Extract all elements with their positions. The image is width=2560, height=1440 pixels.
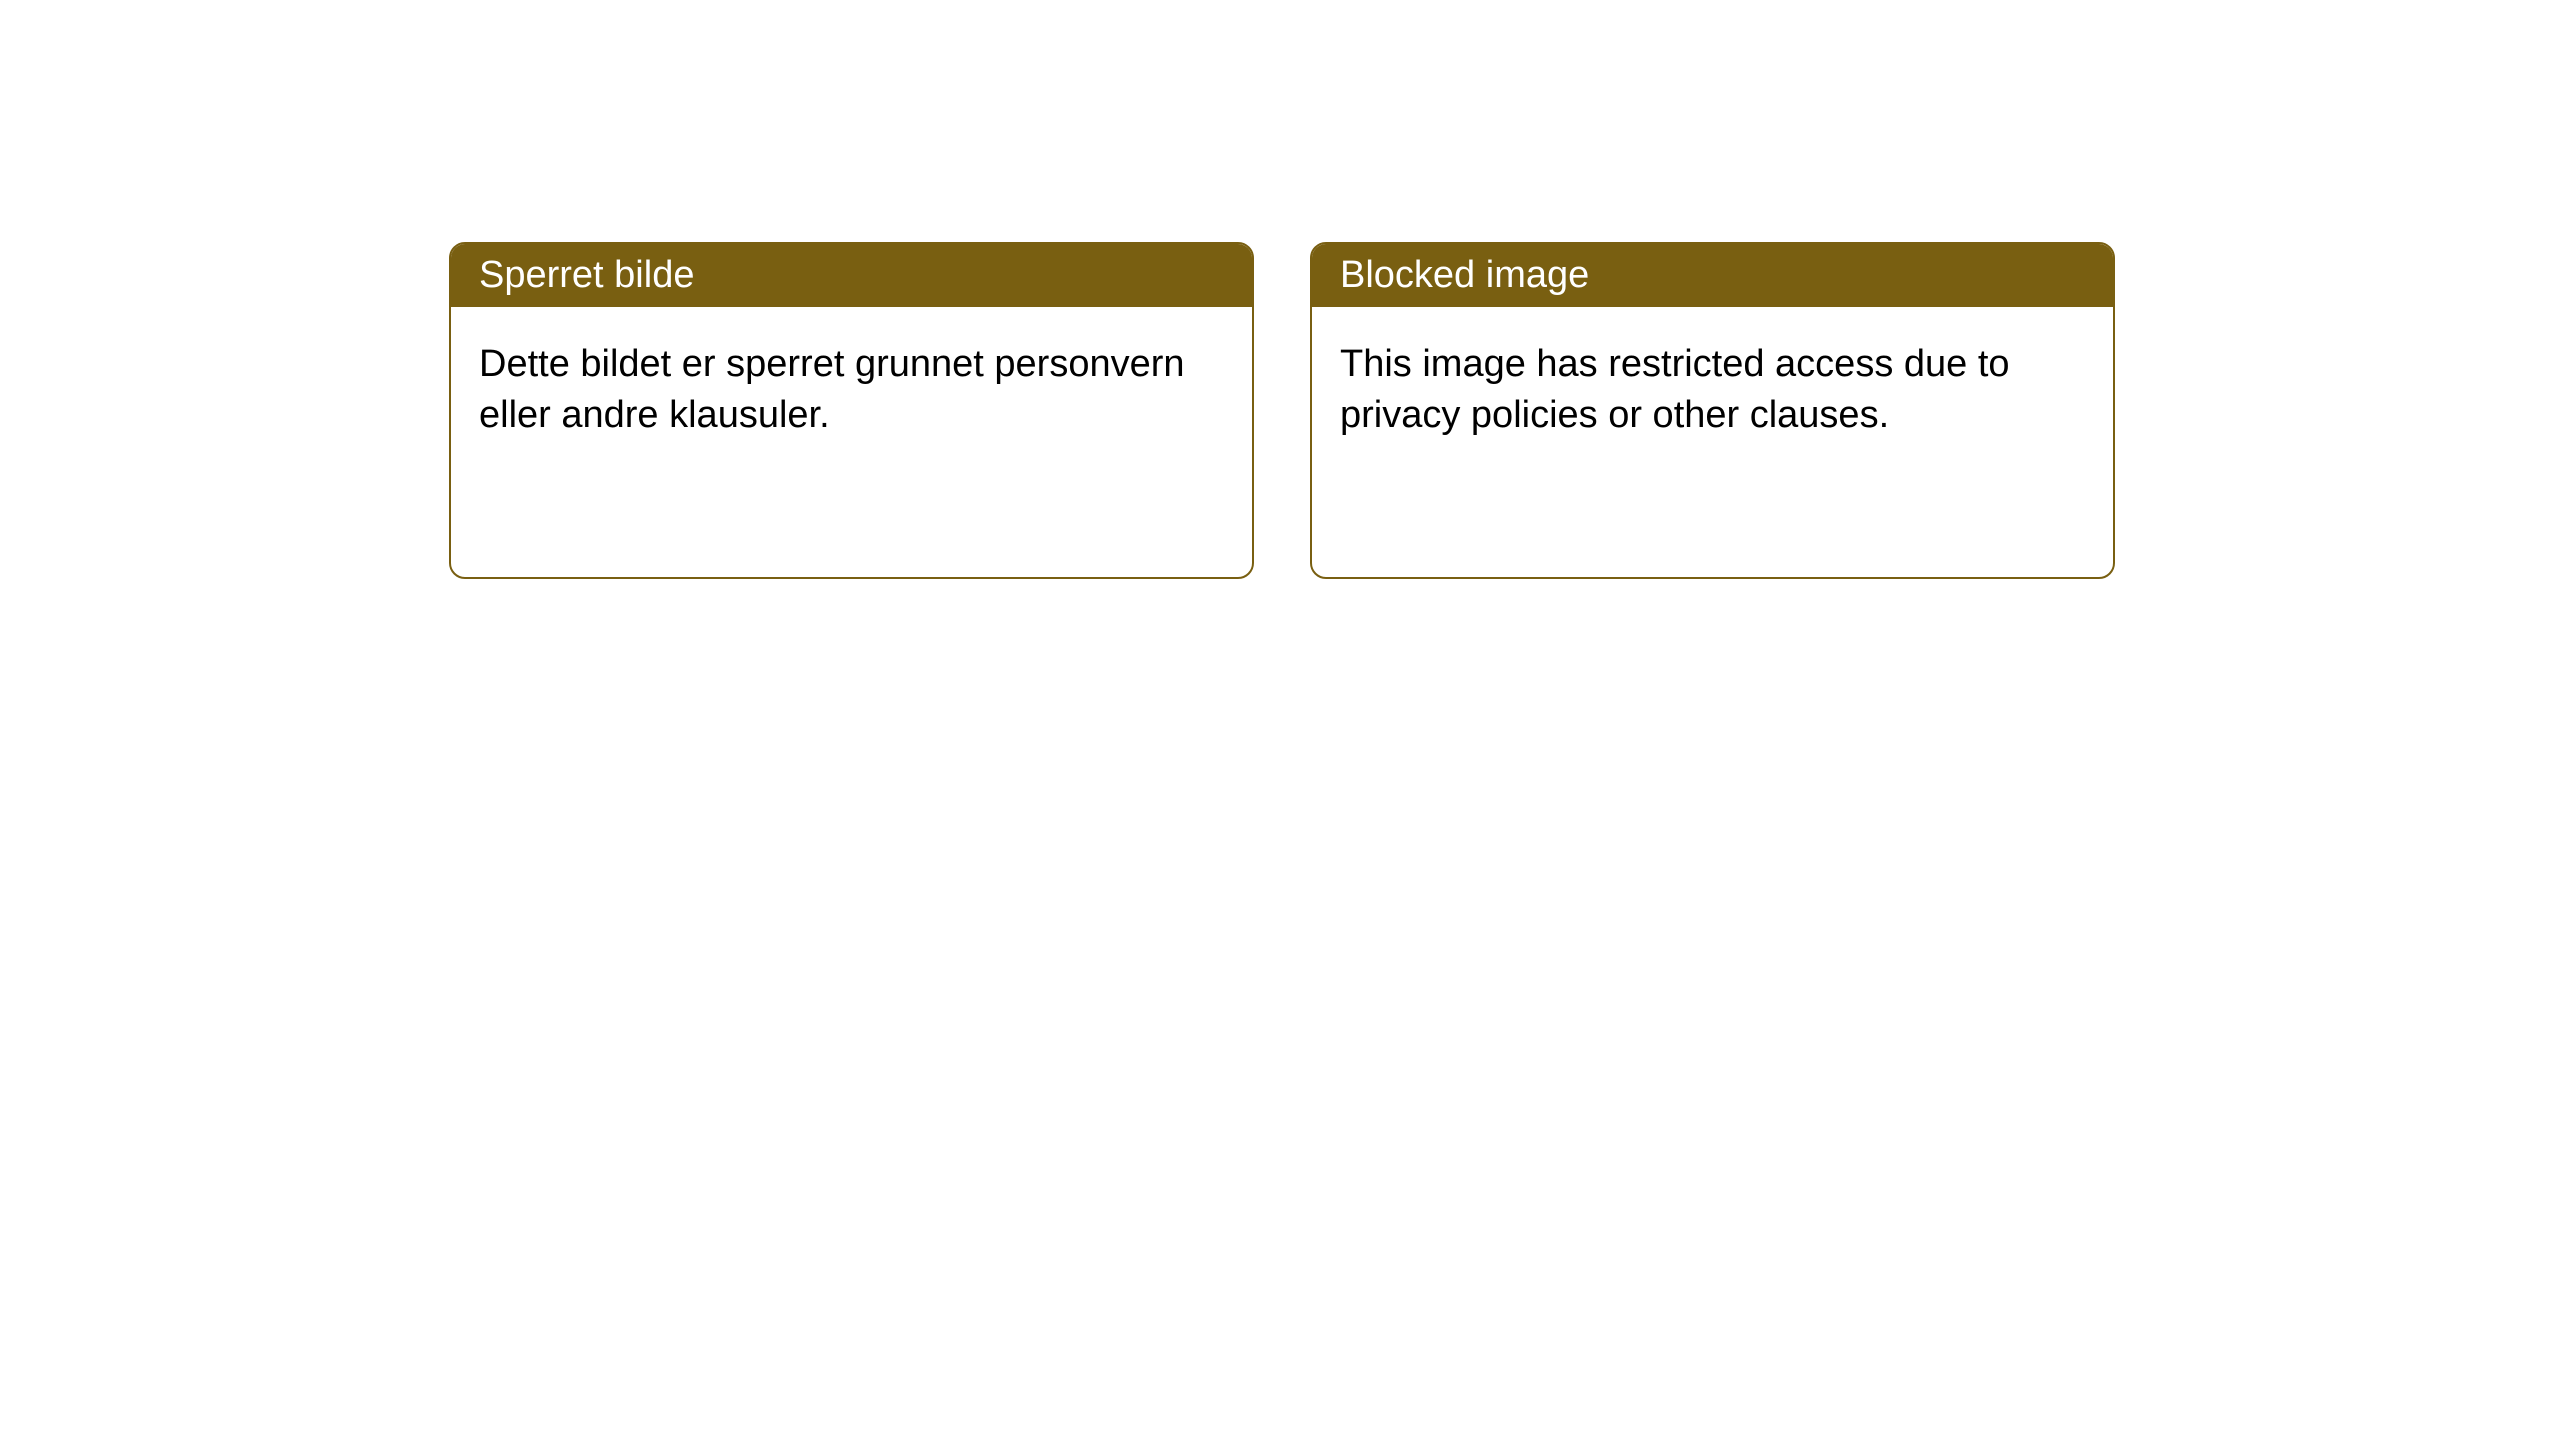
notice-title-norwegian: Sperret bilde (479, 254, 694, 296)
notice-title-english: Blocked image (1340, 254, 1589, 296)
notice-body-english: This image has restricted access due to … (1312, 307, 2113, 577)
notice-card-norwegian: Sperret bilde Dette bildet er sperret gr… (449, 242, 1254, 579)
notice-body-norwegian: Dette bildet er sperret grunnet personve… (451, 307, 1252, 577)
notice-card-english: Blocked image This image has restricted … (1310, 242, 2115, 579)
notice-text-norwegian: Dette bildet er sperret grunnet personve… (479, 343, 1185, 436)
notice-header-english: Blocked image (1312, 244, 2113, 307)
notice-container: Sperret bilde Dette bildet er sperret gr… (0, 0, 2560, 579)
notice-text-english: This image has restricted access due to … (1340, 343, 2010, 436)
notice-header-norwegian: Sperret bilde (451, 244, 1252, 307)
